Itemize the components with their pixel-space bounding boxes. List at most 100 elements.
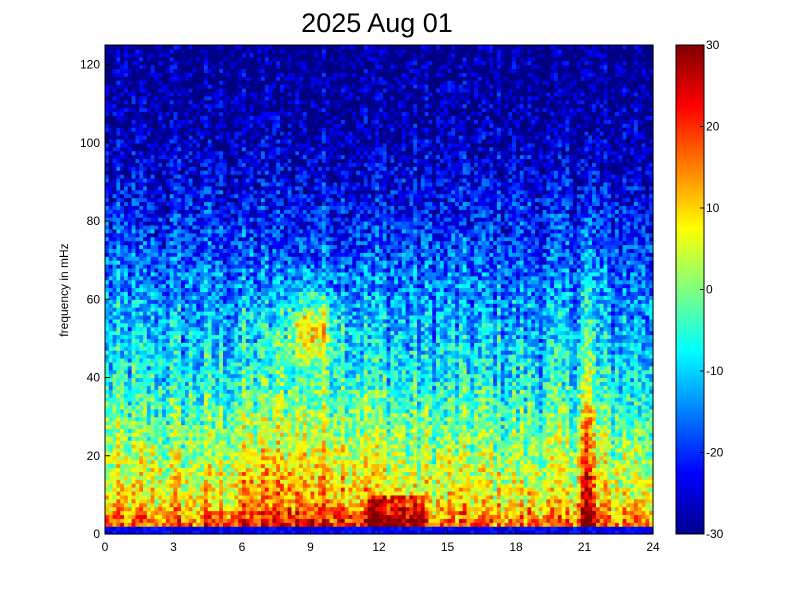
- heatmap-cell: [169, 127, 175, 132]
- heatmap-cell: [242, 131, 247, 136]
- heatmap-cell: [108, 95, 114, 101]
- heatmap-cell: [135, 99, 140, 105]
- heatmap-cell: [158, 103, 163, 109]
- heatmap-cell: [200, 48, 205, 54]
- heatmap-cell: [230, 260, 235, 265]
- heatmap-cell: [177, 271, 182, 277]
- heatmap-cell: [112, 424, 118, 429]
- heatmap-cell: [203, 56, 209, 62]
- heatmap-cell: [105, 342, 110, 347]
- heatmap-cell: [184, 428, 190, 433]
- heatmap-cell: [143, 307, 148, 312]
- heatmap-cell: [196, 236, 201, 242]
- heatmap-cell: [116, 232, 121, 238]
- heatmap-cell: [169, 271, 175, 277]
- heatmap-cell: [124, 60, 129, 66]
- heatmap-cell: [135, 45, 140, 50]
- heatmap-cell: [196, 107, 201, 113]
- heatmap-cell: [181, 60, 186, 66]
- heatmap-cell: [181, 111, 186, 117]
- heatmap-cell: [215, 283, 220, 289]
- heatmap-cell: [242, 271, 247, 277]
- heatmap-cell: [165, 404, 171, 410]
- heatmap-cell: [116, 162, 121, 167]
- heatmap-cell: [139, 99, 144, 105]
- heatmap-cell: [105, 275, 110, 281]
- heatmap-cell: [253, 260, 258, 265]
- heatmap-cell: [234, 444, 239, 449]
- heatmap-cell: [222, 322, 228, 328]
- heatmap-cell: [116, 397, 121, 402]
- heatmap-cell: [131, 56, 137, 62]
- heatmap-cell: [177, 154, 182, 160]
- heatmap-cell: [162, 201, 167, 206]
- heatmap-cell: [143, 404, 148, 410]
- heatmap-cell: [173, 397, 178, 402]
- heatmap-cell: [120, 428, 125, 433]
- heatmap-cell: [203, 221, 209, 226]
- heatmap-cell: [169, 80, 175, 85]
- heatmap-cell: [127, 103, 133, 109]
- heatmap-cell: [124, 455, 129, 461]
- heatmap-cell: [230, 154, 235, 160]
- heatmap-cell: [169, 494, 175, 500]
- heatmap-cell: [200, 432, 205, 437]
- heatmap-cell: [139, 60, 144, 66]
- heatmap-cell: [135, 303, 140, 308]
- heatmap-cell: [135, 299, 140, 304]
- heatmap-cell: [105, 530, 110, 535]
- heatmap-cell: [158, 291, 163, 296]
- heatmap-cell: [196, 48, 201, 54]
- heatmap-cell: [226, 244, 232, 250]
- heatmap-cell: [116, 283, 121, 289]
- heatmap-cell: [211, 354, 216, 359]
- heatmap-cell: [230, 232, 235, 238]
- heatmap-cell: [105, 111, 110, 117]
- heatmap-cell: [127, 440, 133, 445]
- heatmap-cell: [120, 467, 125, 473]
- heatmap-cell: [196, 99, 201, 105]
- heatmap-cell: [226, 213, 232, 218]
- heatmap-cell: [116, 56, 121, 62]
- heatmap-cell: [234, 264, 239, 269]
- heatmap-cell: [181, 134, 186, 140]
- heatmap-cell: [162, 197, 167, 203]
- heatmap-cell: [215, 158, 220, 163]
- heatmap-cell: [158, 459, 163, 465]
- heatmap-cell: [196, 138, 201, 144]
- heatmap-cell: [162, 150, 167, 156]
- heatmap-cell: [196, 530, 201, 535]
- heatmap-cell: [188, 275, 194, 281]
- heatmap-cell: [245, 240, 251, 246]
- heatmap-cell: [207, 307, 213, 312]
- heatmap-cell: [196, 52, 201, 58]
- heatmap-cell: [200, 338, 205, 343]
- heatmap-cell: [116, 381, 121, 386]
- heatmap-cell: [169, 181, 175, 187]
- heatmap-cell: [184, 221, 190, 226]
- heatmap-cell: [105, 389, 110, 394]
- heatmap-cell: [196, 354, 201, 359]
- heatmap-cell: [249, 373, 255, 379]
- heatmap-cell: [230, 311, 235, 316]
- heatmap-cell: [184, 311, 190, 316]
- heatmap-cell: [131, 311, 137, 316]
- heatmap-cell: [207, 76, 213, 81]
- heatmap-cell: [150, 330, 156, 336]
- heatmap-cell: [162, 236, 167, 242]
- heatmap-cell: [188, 213, 194, 218]
- heatmap-cell: [158, 440, 163, 445]
- heatmap-cell: [234, 260, 239, 265]
- heatmap-cell: [219, 201, 224, 206]
- heatmap-cell: [120, 326, 125, 332]
- heatmap-cell: [169, 197, 175, 203]
- heatmap-cell: [200, 404, 205, 410]
- heatmap-cell: [112, 72, 118, 77]
- heatmap-cell: [105, 471, 110, 476]
- heatmap-cell: [226, 146, 232, 152]
- heatmap-cell: [196, 451, 201, 457]
- heatmap-cell: [162, 115, 167, 120]
- heatmap-cell: [150, 201, 156, 206]
- heatmap-cell: [169, 416, 175, 422]
- heatmap-cell: [188, 197, 194, 203]
